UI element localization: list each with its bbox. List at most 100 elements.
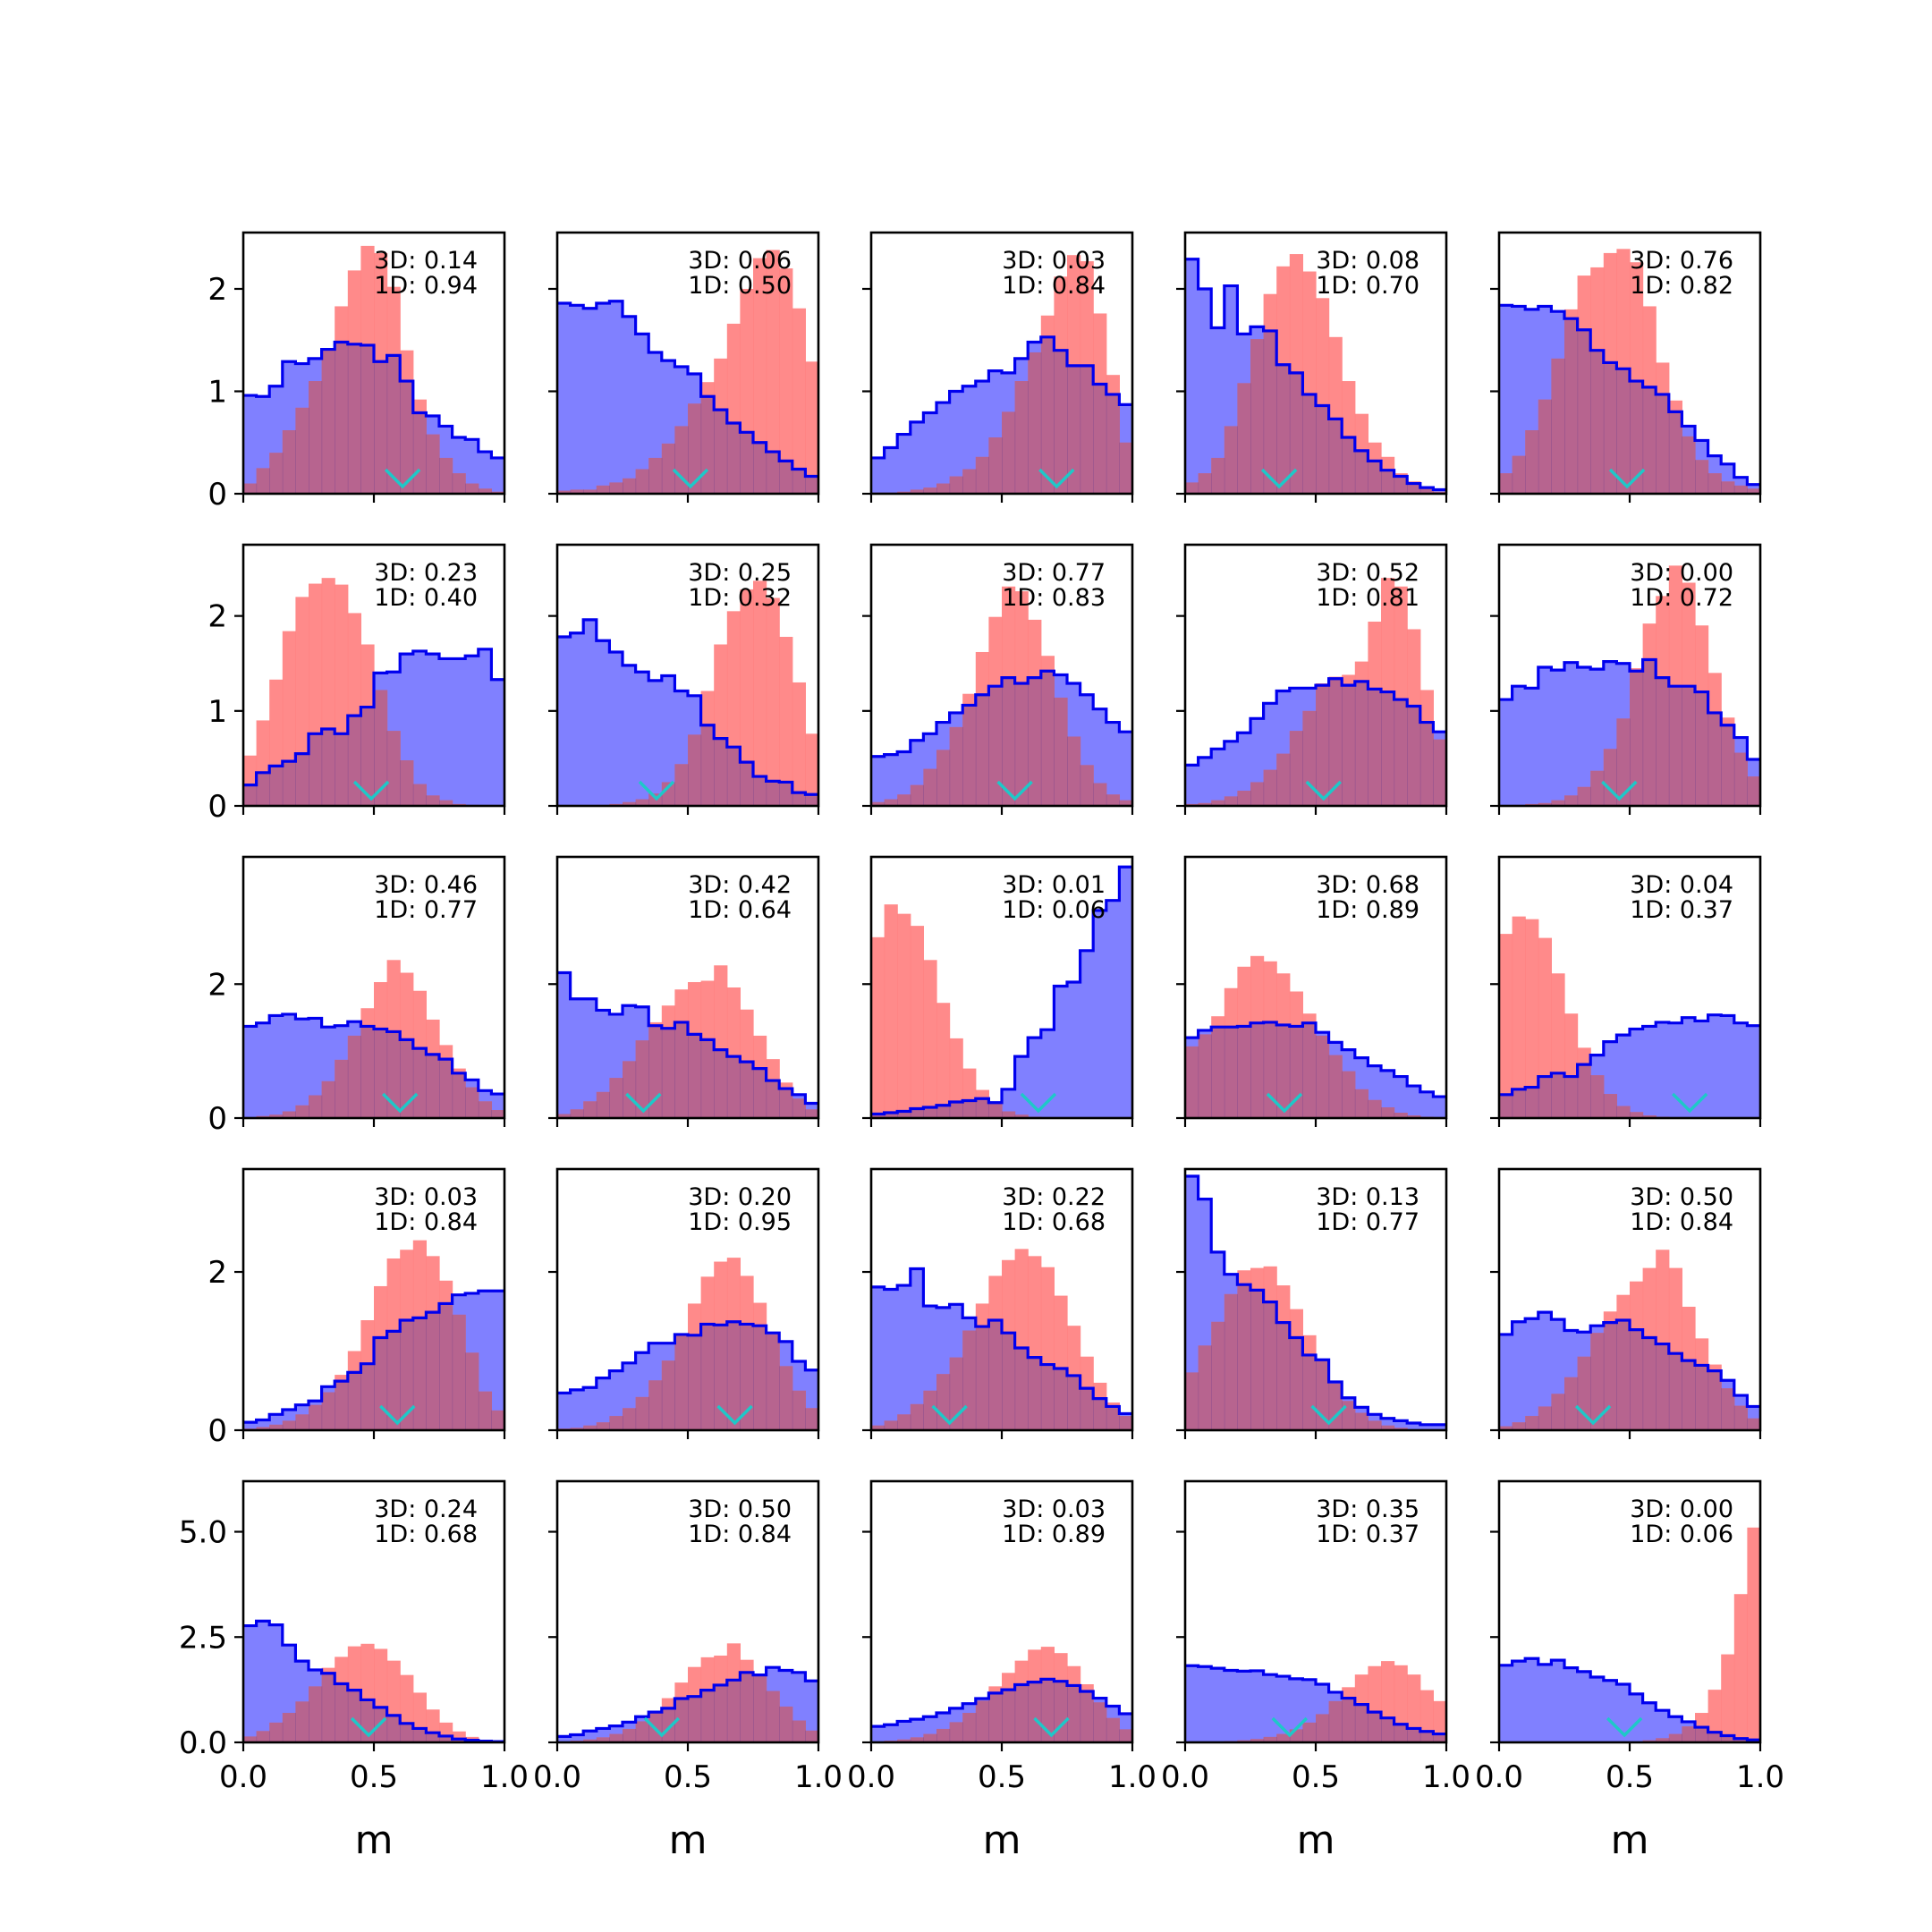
- red-bar: [714, 1655, 728, 1742]
- overlap-bar: [1302, 710, 1317, 806]
- overlap-bar: [792, 1098, 806, 1118]
- red-bar: [1093, 783, 1107, 806]
- blue-step-line: [557, 970, 818, 1106]
- red-bar: [360, 1320, 375, 1430]
- blue-bar: [1093, 910, 1107, 1118]
- overlap-bar: [1014, 1114, 1029, 1118]
- annotation-1d: 1D: 0.84: [1630, 1208, 1733, 1236]
- red-bar: [1394, 1113, 1408, 1118]
- overlap-bar: [596, 1091, 610, 1118]
- overlap-bar: [426, 1054, 440, 1118]
- x-axis-label: m: [983, 1818, 1021, 1863]
- red-bar: [1368, 1420, 1382, 1430]
- overlap-bar: [714, 738, 728, 806]
- overlap-bar: [256, 1427, 270, 1430]
- blue-bar: [1512, 686, 1526, 806]
- red-bar: [1040, 1647, 1055, 1742]
- overlap-bar: [295, 753, 309, 806]
- red-bar: [936, 1374, 951, 1430]
- overlap-bar: [1263, 1736, 1277, 1742]
- overlap-bar: [1342, 1401, 1356, 1430]
- blue-bar: [478, 452, 492, 494]
- overlap-bar: [1002, 411, 1016, 494]
- overlap-bar: [1080, 1691, 1094, 1742]
- overlap-bar: [465, 483, 479, 494]
- blue-bar: [570, 998, 584, 1118]
- overlap-bar: [779, 461, 793, 494]
- red-bar: [1368, 1099, 1382, 1118]
- blue-bar: [1263, 1674, 1277, 1742]
- overlap-bar: [570, 1428, 584, 1430]
- annotation-3d: 3D: 0.00: [1630, 1496, 1733, 1523]
- overlap-bar: [1342, 1698, 1356, 1742]
- red-bar: [439, 800, 453, 806]
- red-bar: [309, 381, 323, 494]
- red-bar: [412, 1240, 427, 1430]
- blue-bar: [1394, 1420, 1408, 1430]
- red-bar: [1707, 1690, 1722, 1742]
- overlap-bar: [1014, 1684, 1029, 1742]
- red-bar: [439, 457, 453, 494]
- blue-bar: [557, 636, 572, 806]
- marker-v: [381, 1092, 419, 1114]
- annotation-3d: 3D: 0.76: [1630, 247, 1733, 275]
- red-bar: [1250, 1739, 1265, 1742]
- overlap-bar: [1577, 1064, 1591, 1118]
- red-bar: [1237, 791, 1251, 806]
- overlap-bar: [1695, 460, 1709, 494]
- red-bar: [1642, 306, 1657, 494]
- red-bar: [1381, 1107, 1395, 1118]
- overlap-bar: [962, 1713, 977, 1742]
- blue-bar: [570, 632, 584, 806]
- red-bar: [335, 584, 349, 806]
- blue-bar: [1642, 1026, 1657, 1118]
- marker-v: [1574, 1404, 1612, 1426]
- overlap-bar: [1316, 685, 1330, 806]
- overlap-bar: [1721, 724, 1735, 806]
- blue-bar: [1538, 666, 1552, 806]
- overlap-bar: [1656, 1738, 1670, 1742]
- x-tick-label: 1.0: [794, 1759, 843, 1795]
- overlap-bar: [282, 1111, 296, 1118]
- red-bar: [753, 1674, 767, 1742]
- red-bar: [805, 1408, 819, 1430]
- overlap-bar: [321, 1080, 335, 1118]
- blue-bar: [1682, 1017, 1696, 1118]
- overlap-bar: [1224, 1027, 1238, 1118]
- red-bar: [1747, 488, 1761, 494]
- blue-bar: [623, 665, 637, 806]
- overlap-bar: [1368, 1099, 1382, 1118]
- overlap-bar: [700, 396, 715, 494]
- blue-bar: [1525, 1318, 1539, 1430]
- red-bar: [897, 1739, 911, 1742]
- red-bar: [374, 252, 388, 494]
- red-bar: [1250, 1267, 1265, 1430]
- red-bar: [1747, 776, 1761, 806]
- overlap-bar: [949, 726, 963, 806]
- overlap-bar: [1354, 1704, 1368, 1742]
- overlap-bar: [1224, 796, 1238, 806]
- overlap-bar: [792, 1390, 806, 1430]
- overlap-bar: [975, 1700, 989, 1742]
- red-bar: [674, 1334, 689, 1430]
- red-bar: [766, 1059, 780, 1118]
- blue-bar: [1185, 765, 1199, 806]
- overlap-bar: [374, 690, 388, 806]
- blue-bar: [269, 1624, 284, 1742]
- overlap-bar: [1080, 1388, 1094, 1430]
- overlap-bar: [309, 1095, 323, 1118]
- red-bar: [1263, 769, 1277, 806]
- overlap-bar: [412, 1318, 427, 1430]
- blue-step-line: [557, 1320, 818, 1395]
- blue-bar: [1538, 1664, 1552, 1742]
- overlap-bar: [243, 1736, 258, 1742]
- overlap-bar: [1733, 752, 1748, 806]
- overlap-bar: [309, 1686, 323, 1742]
- red-bar: [714, 1261, 728, 1430]
- red-bar: [596, 1737, 610, 1742]
- red-bar: [674, 426, 689, 494]
- x-tick-label: 0.0: [533, 1759, 581, 1795]
- blue-bar: [1499, 699, 1513, 806]
